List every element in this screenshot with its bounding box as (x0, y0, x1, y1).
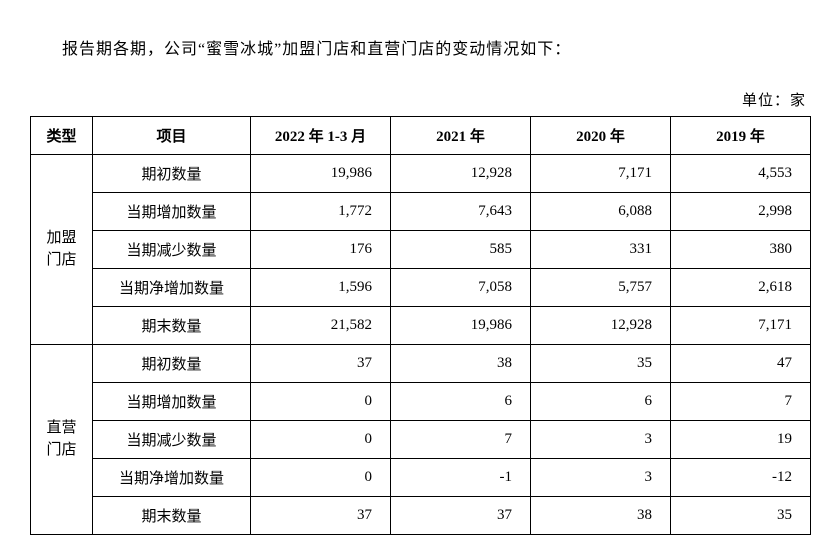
value-cell: 0 (251, 458, 391, 496)
value-cell: 37 (251, 344, 391, 382)
table-row: 当期增加数量1,7727,6436,0882,998 (31, 192, 811, 230)
table-row: 当期净增加数量1,5967,0585,7572,618 (31, 268, 811, 306)
value-cell: 21,582 (251, 306, 391, 344)
item-cell: 期末数量 (93, 306, 251, 344)
store-change-table: 类型 项目 2022 年 1-3 月 2021 年 2020 年 2019 年 … (30, 116, 811, 535)
item-cell: 当期净增加数量 (93, 458, 251, 496)
table-row: 当期减少数量176585331380 (31, 230, 811, 268)
value-cell: 3 (531, 458, 671, 496)
value-cell: 7 (671, 382, 811, 420)
item-cell: 当期减少数量 (93, 420, 251, 458)
value-cell: 4,553 (671, 154, 811, 192)
intro-text: 报告期各期，公司“蜜雪冰城”加盟门店和直营门店的变动情况如下： (30, 36, 810, 65)
table-row: 当期净增加数量0-13-12 (31, 458, 811, 496)
item-cell: 当期减少数量 (93, 230, 251, 268)
item-cell: 期末数量 (93, 496, 251, 534)
value-cell: 2,998 (671, 192, 811, 230)
value-cell: 19,986 (391, 306, 531, 344)
value-cell: 47 (671, 344, 811, 382)
item-cell: 当期净增加数量 (93, 268, 251, 306)
value-cell: -12 (671, 458, 811, 496)
col-header-item: 项目 (93, 116, 251, 154)
value-cell: 38 (391, 344, 531, 382)
value-cell: 3 (531, 420, 671, 458)
value-cell: 19 (671, 420, 811, 458)
value-cell: 2,618 (671, 268, 811, 306)
value-cell: 1,772 (251, 192, 391, 230)
table-header-row: 类型 项目 2022 年 1-3 月 2021 年 2020 年 2019 年 (31, 116, 811, 154)
value-cell: 12,928 (531, 306, 671, 344)
table-row: 期末数量21,58219,98612,9287,171 (31, 306, 811, 344)
value-cell: 1,596 (251, 268, 391, 306)
value-cell: 6 (531, 382, 671, 420)
table-row: 期末数量37373835 (31, 496, 811, 534)
item-cell: 当期增加数量 (93, 382, 251, 420)
value-cell: 7,171 (671, 306, 811, 344)
col-header-period-2: 2020 年 (531, 116, 671, 154)
value-cell: 5,757 (531, 268, 671, 306)
value-cell: 35 (531, 344, 671, 382)
col-header-period-1: 2021 年 (391, 116, 531, 154)
value-cell: 380 (671, 230, 811, 268)
value-cell: 176 (251, 230, 391, 268)
value-cell: 38 (531, 496, 671, 534)
value-cell: 6,088 (531, 192, 671, 230)
item-cell: 期初数量 (93, 344, 251, 382)
value-cell: 331 (531, 230, 671, 268)
value-cell: 19,986 (251, 154, 391, 192)
type-cell: 直营门店 (31, 344, 93, 534)
table-body: 加盟门店期初数量19,98612,9287,1714,553当期增加数量1,77… (31, 154, 811, 534)
table-row: 直营门店期初数量37383547 (31, 344, 811, 382)
table-row: 加盟门店期初数量19,98612,9287,1714,553 (31, 154, 811, 192)
value-cell: 0 (251, 382, 391, 420)
type-cell: 加盟门店 (31, 154, 93, 344)
table-row: 当期增加数量0667 (31, 382, 811, 420)
table-row: 当期减少数量07319 (31, 420, 811, 458)
item-cell: 当期增加数量 (93, 192, 251, 230)
value-cell: 37 (251, 496, 391, 534)
value-cell: 7,643 (391, 192, 531, 230)
unit-label: 单位：家 (30, 89, 810, 110)
value-cell: 7 (391, 420, 531, 458)
value-cell: 7,058 (391, 268, 531, 306)
value-cell: 585 (391, 230, 531, 268)
col-header-period-3: 2019 年 (671, 116, 811, 154)
value-cell: 37 (391, 496, 531, 534)
value-cell: 35 (671, 496, 811, 534)
value-cell: 0 (251, 420, 391, 458)
col-header-period-0: 2022 年 1-3 月 (251, 116, 391, 154)
value-cell: 7,171 (531, 154, 671, 192)
value-cell: -1 (391, 458, 531, 496)
col-header-type: 类型 (31, 116, 93, 154)
value-cell: 12,928 (391, 154, 531, 192)
value-cell: 6 (391, 382, 531, 420)
item-cell: 期初数量 (93, 154, 251, 192)
